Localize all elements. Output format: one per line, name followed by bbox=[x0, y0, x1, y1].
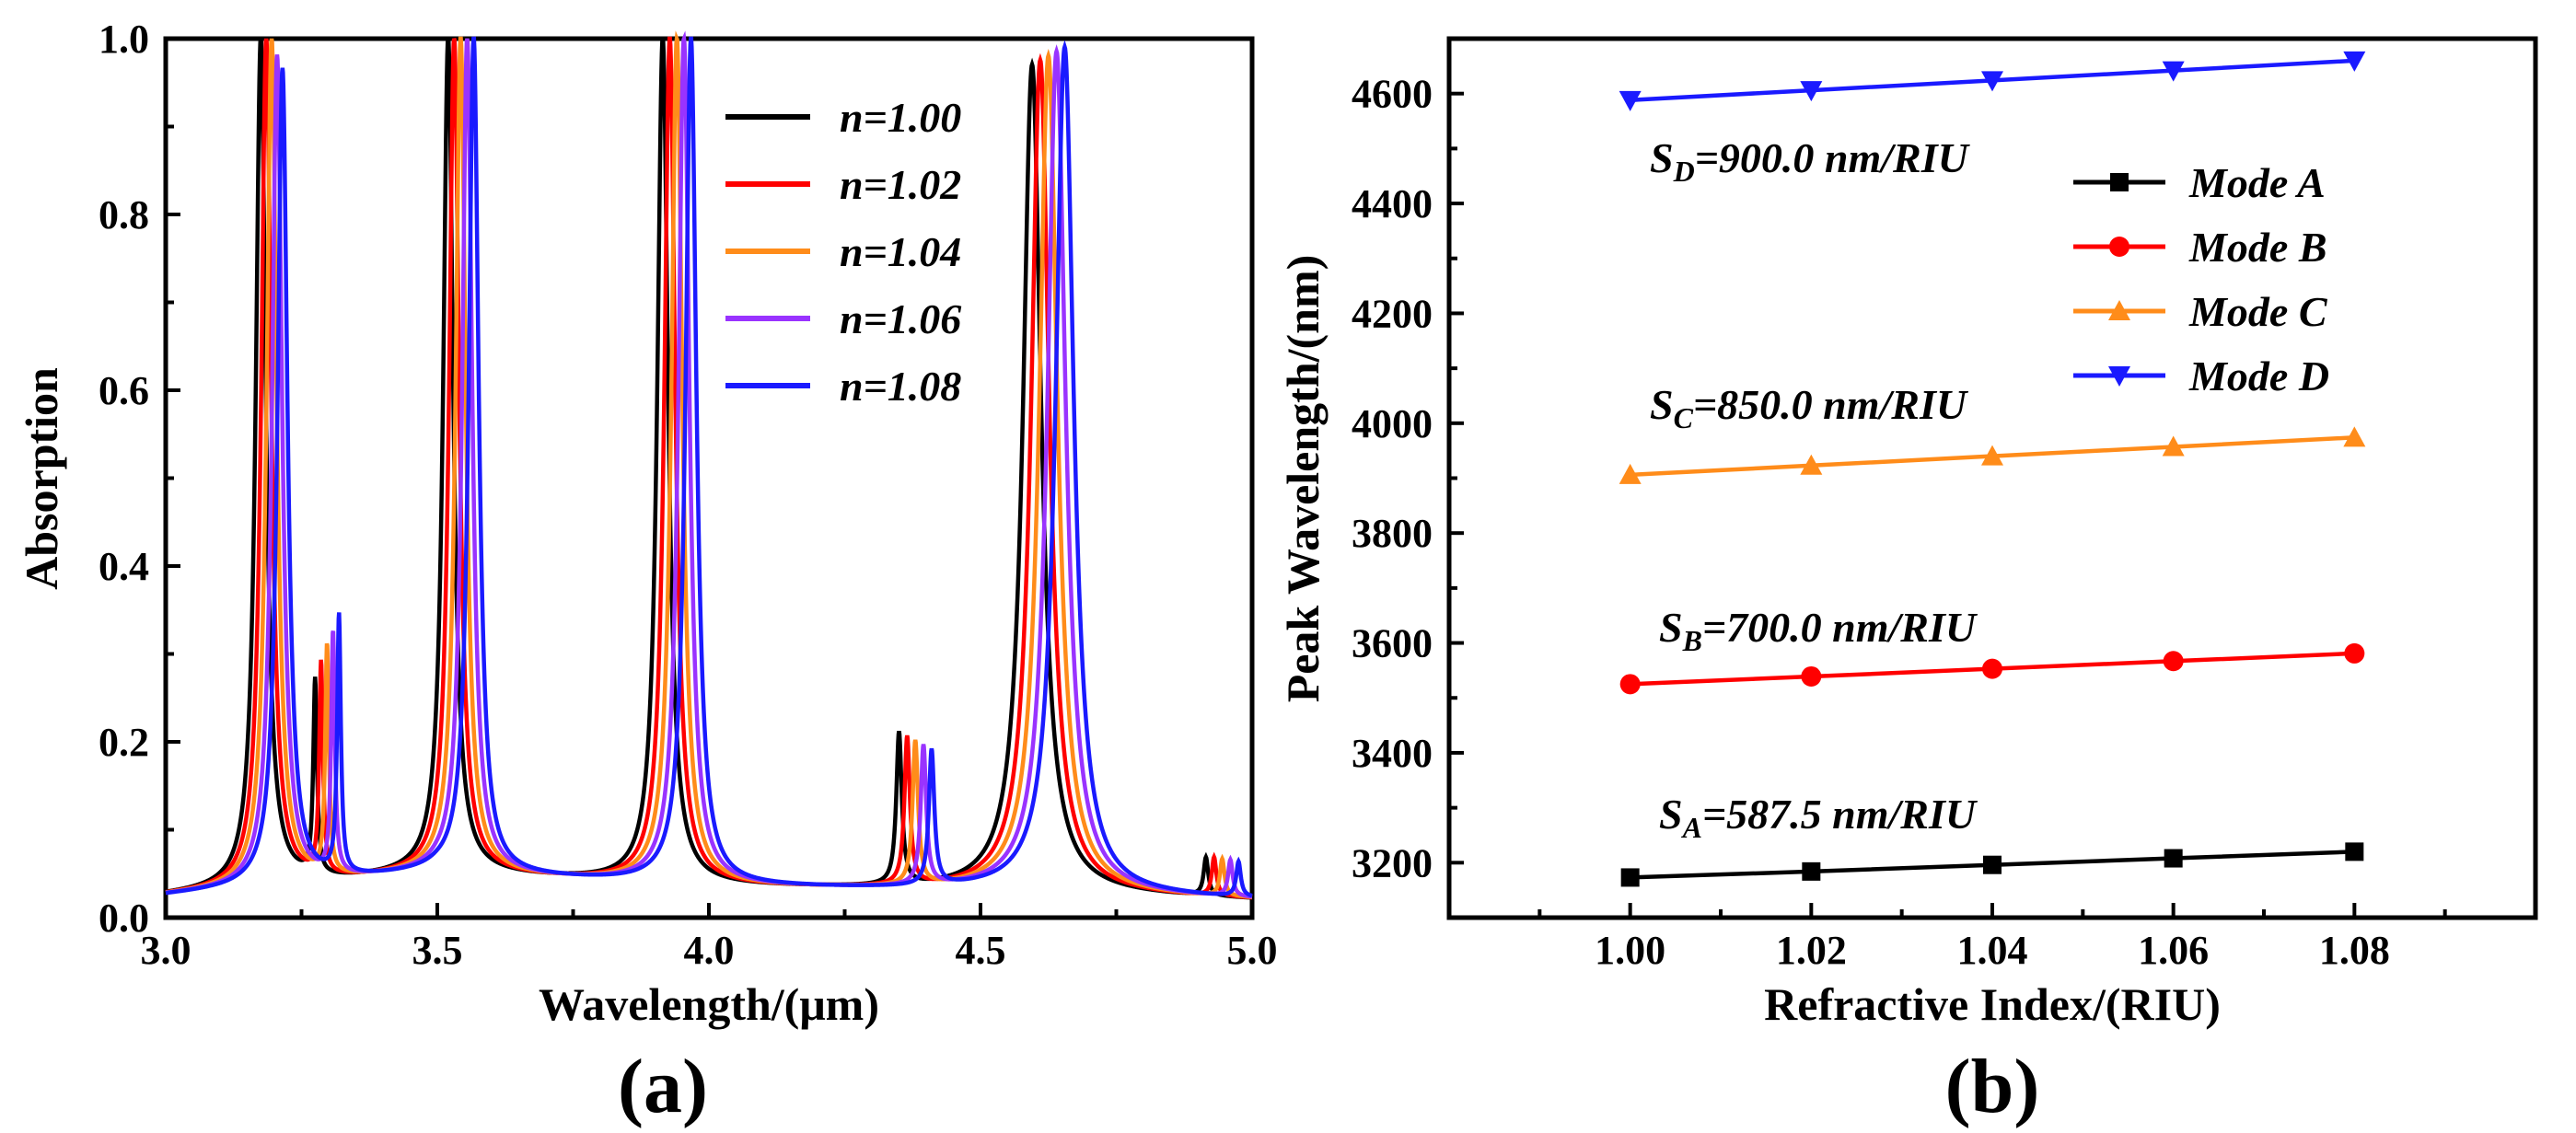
data-point-1-4 bbox=[2344, 642, 2365, 664]
panel-label-b: (b) bbox=[1945, 1044, 2040, 1129]
legend-a-label-4: n=1.08 bbox=[840, 363, 961, 410]
x-tick-label-b-2: 1.04 bbox=[1957, 928, 2028, 973]
data-point-3-4 bbox=[2343, 51, 2366, 72]
y-tick-label-a-1: 0.2 bbox=[99, 720, 149, 765]
x-tick-label-a-4: 5.0 bbox=[1227, 928, 1278, 973]
data-point-2-4 bbox=[2343, 426, 2366, 447]
legend-a-label-1: n=1.02 bbox=[840, 161, 961, 208]
y-axis-title-a: Absorption bbox=[16, 367, 67, 590]
data-point-2-0 bbox=[1619, 463, 1642, 484]
panel-b-sensitivity-chart: 1.00 1.02 1.04 1.06 1.08 3200 3400 3600 3800 4000… bbox=[1277, 36, 2538, 1129]
data-point-2-3 bbox=[2162, 435, 2185, 457]
x-axis-title-b: Refractive Index/(RIU) bbox=[1764, 978, 2221, 1030]
axes-ticks-a: 3.0 3.5 4.0 4.5 5.0 0.0 0.2 0.4 0.6 0.8 1.0 bbox=[99, 17, 1278, 973]
panel-a-absorption-chart: 3.0 3.5 4.0 4.5 5.0 0.0 0.2 0.4 0.6 0.8 1.0 n=1.00… bbox=[16, 17, 1278, 1129]
plot-frame-b bbox=[1446, 36, 2538, 920]
y-tick-label-a-2: 0.4 bbox=[99, 544, 149, 589]
data-point-0-4 bbox=[2345, 842, 2364, 861]
x-tick-label-b-3: 1.06 bbox=[2138, 928, 2209, 973]
legend-b-label-1: Mode B bbox=[2188, 224, 2327, 271]
absorption-curves bbox=[165, 30, 1253, 900]
legend-b-marker-0 bbox=[2110, 173, 2129, 191]
legend-b-marker-2 bbox=[2108, 300, 2130, 320]
x-tick-label-b-1: 1.02 bbox=[1776, 928, 1847, 973]
legend-a-label-0: n=1.00 bbox=[840, 94, 961, 141]
y-tick-label-a-0: 0.0 bbox=[99, 896, 149, 941]
x-tick-label-a-2: 4.0 bbox=[684, 928, 735, 973]
y-tick-label-a-4: 0.8 bbox=[99, 192, 149, 237]
data-point-0-1 bbox=[1802, 861, 1821, 881]
data-point-0-2 bbox=[1983, 855, 2002, 874]
x-tick-label-b-0: 1.00 bbox=[1595, 928, 1665, 973]
absorption-curve-3 bbox=[165, 30, 1253, 899]
data-point-3-2 bbox=[1981, 71, 2003, 92]
y-tick-label-b-2: 3600 bbox=[1352, 621, 1433, 666]
x-axis-title-a: Wavelength/(μm) bbox=[539, 978, 879, 1030]
panel-label-a: (a) bbox=[618, 1044, 708, 1129]
sensitivity-label-0: SD=900.0 nm/RIU bbox=[1650, 134, 1971, 188]
data-point-2-1 bbox=[1800, 454, 1823, 475]
legend-b-marker-3 bbox=[2108, 366, 2130, 387]
data-point-1-1 bbox=[1801, 665, 1822, 687]
legend-b-label-3: Mode D bbox=[2188, 353, 2329, 399]
x-tick-label-a-0: 3.0 bbox=[141, 928, 191, 973]
data-point-3-0 bbox=[1619, 90, 1642, 111]
legend-b-label-2: Mode C bbox=[2188, 288, 2328, 335]
data-point-3-1 bbox=[1800, 81, 1823, 102]
sensitivity-lines bbox=[1619, 51, 2366, 887]
y-tick-label-b-1: 3400 bbox=[1352, 731, 1433, 776]
data-point-0-3 bbox=[2164, 849, 2183, 868]
sensitivity-label-2: SB=700.0 nm/RIU bbox=[1659, 604, 1978, 657]
x-tick-label-a-1: 3.5 bbox=[412, 928, 463, 973]
data-point-2-2 bbox=[1981, 445, 2003, 466]
legend-a-label-2: n=1.04 bbox=[840, 228, 961, 275]
legend-b-label-0: Mode A bbox=[2188, 159, 2326, 206]
sensitivity-label-3: SA=587.5 nm/RIU bbox=[1659, 791, 1978, 844]
data-point-1-0 bbox=[1619, 674, 1641, 695]
data-point-1-2 bbox=[1982, 658, 2002, 679]
y-tick-label-b-7: 4600 bbox=[1352, 72, 1433, 117]
legend-a-label-3: n=1.06 bbox=[840, 295, 961, 342]
data-point-1-3 bbox=[2163, 651, 2184, 672]
absorption-curve-4 bbox=[165, 36, 1253, 898]
y-tick-label-b-6: 4400 bbox=[1352, 181, 1433, 226]
y-tick-label-b-0: 3200 bbox=[1352, 840, 1433, 885]
legend-b: Mode A Mode B Mode C Mode D bbox=[2073, 159, 2329, 399]
sensitivity-annotations: SD=900.0 nm/RIU SC=850.0 nm/RIU SB=700.0 n… bbox=[1650, 134, 1978, 844]
y-tick-label-a-5: 1.0 bbox=[99, 17, 149, 62]
data-point-0-0 bbox=[1620, 868, 1640, 887]
absorption-curve-2 bbox=[165, 30, 1253, 900]
sensitivity-label-1: SC=850.0 nm/RIU bbox=[1650, 381, 1969, 434]
y-tick-label-b-3: 3800 bbox=[1352, 511, 1433, 556]
y-tick-label-a-3: 0.6 bbox=[99, 368, 149, 413]
legend-b-marker-1 bbox=[2109, 237, 2129, 257]
axes-ticks-b: 1.00 1.02 1.04 1.06 1.08 3200 3400 3600 3800 4000… bbox=[1352, 37, 2447, 973]
y-axis-title-b: Peak Wavelength/(nm) bbox=[1277, 255, 1329, 703]
y-tick-label-b-4: 4000 bbox=[1352, 401, 1433, 446]
data-point-3-3 bbox=[2162, 61, 2185, 82]
legend-a: n=1.00 n=1.02 n=1.04 n=1.06 n=1.08 bbox=[725, 94, 961, 410]
x-tick-label-b-4: 1.08 bbox=[2319, 928, 2390, 973]
x-tick-label-a-3: 4.5 bbox=[956, 928, 1006, 973]
y-tick-label-b-5: 4200 bbox=[1352, 291, 1433, 336]
